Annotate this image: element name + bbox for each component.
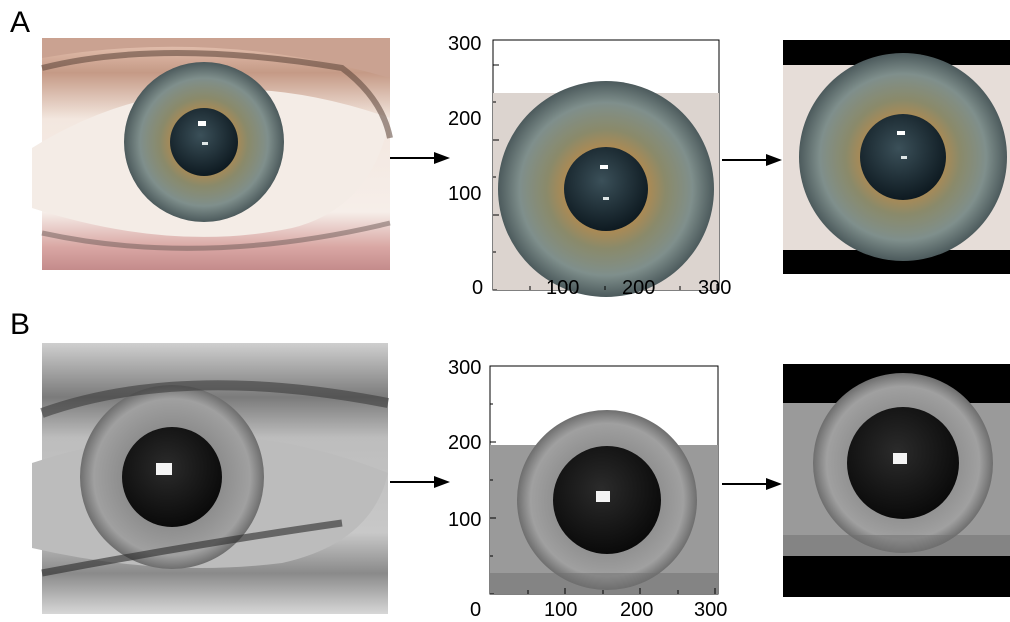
panel-a-arrow-2 — [722, 154, 782, 166]
panel-label-a: A — [10, 6, 31, 39]
panel-b-padded-output — [783, 364, 1010, 597]
panel-a-crop-plot: 300 200 100 0 100 200 300 — [448, 20, 748, 310]
panel-a-x-tick-0: 0 — [472, 277, 484, 299]
panel-a-y-tick-100: 100 — [448, 183, 482, 205]
panel-a-x-tick-200: 200 — [622, 277, 656, 299]
panel-a-arrow-1 — [390, 152, 450, 164]
panel-a-y-tick-300: 300 — [448, 33, 482, 55]
panel-a-y-tick-200: 200 — [448, 108, 482, 130]
panel-a-padded-output — [783, 40, 1010, 274]
panel-a-x-tick-100: 100 — [546, 277, 580, 299]
panel-b-y-tick-200: 200 — [448, 432, 482, 454]
panel-a-original-eye-photo — [32, 38, 393, 270]
panel-b-crop-plot: 300 200 100 0 100 200 300 — [448, 344, 748, 622]
panel-b-y-tick-100: 100 — [448, 509, 482, 531]
panel-b-arrow-2 — [722, 478, 782, 490]
panel-b-crop-axes — [489, 365, 719, 595]
panel-b-arrow-1 — [390, 476, 450, 488]
panel-b-x-tick-200: 200 — [620, 599, 654, 621]
panel-label-b: B — [10, 308, 31, 341]
panel-b-y-tick-300: 300 — [448, 357, 482, 379]
panel-b-x-tick-100: 100 — [544, 599, 578, 621]
panel-b-x-tick-300: 300 — [694, 599, 728, 621]
panel-b-x-tick-0: 0 — [470, 599, 482, 621]
panel-a-x-tick-300: 300 — [698, 277, 732, 299]
panel-b-original-eye-photo — [32, 343, 389, 614]
panel-a-crop-axes — [492, 39, 720, 297]
